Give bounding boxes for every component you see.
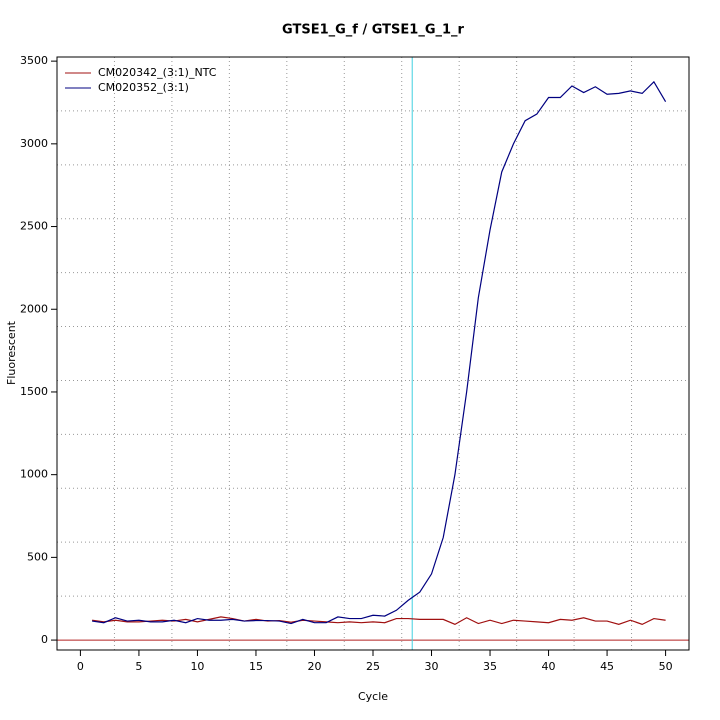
y-tick-label: 2500 xyxy=(20,220,48,233)
y-tick-label: 1500 xyxy=(20,385,48,398)
y-tick-label: 0 xyxy=(41,633,48,646)
x-tick-label: 50 xyxy=(659,660,673,673)
legend-label: CM020352_(3:1) xyxy=(98,81,189,94)
x-tick-label: 30 xyxy=(425,660,439,673)
legend-label: CM020342_(3:1)_NTC xyxy=(98,66,217,79)
x-axis-label: Cycle xyxy=(358,690,388,703)
y-tick-label: 1000 xyxy=(20,468,48,481)
y-tick-label: 2000 xyxy=(20,302,48,315)
y-axis-label: Fluorescent xyxy=(5,320,18,385)
y-tick-label: 3000 xyxy=(20,137,48,150)
x-tick-label: 10 xyxy=(190,660,204,673)
series-line xyxy=(92,80,667,625)
x-tick-label: 0 xyxy=(77,660,84,673)
y-tick-label: 3500 xyxy=(20,54,48,67)
x-tick-label: 25 xyxy=(366,660,380,673)
x-tick-label: 20 xyxy=(307,660,321,673)
y-tick-label: 500 xyxy=(27,550,48,563)
series-line xyxy=(92,616,666,626)
chart-title: GTSE1_G_f / GTSE1_G_1_r xyxy=(282,23,465,38)
x-tick-label: 35 xyxy=(483,660,497,673)
x-tick-label: 45 xyxy=(600,660,614,673)
plot-frame xyxy=(56,56,690,651)
x-tick-label: 40 xyxy=(542,660,556,673)
x-tick-label: 15 xyxy=(249,660,263,673)
x-tick-label: 5 xyxy=(135,660,142,673)
